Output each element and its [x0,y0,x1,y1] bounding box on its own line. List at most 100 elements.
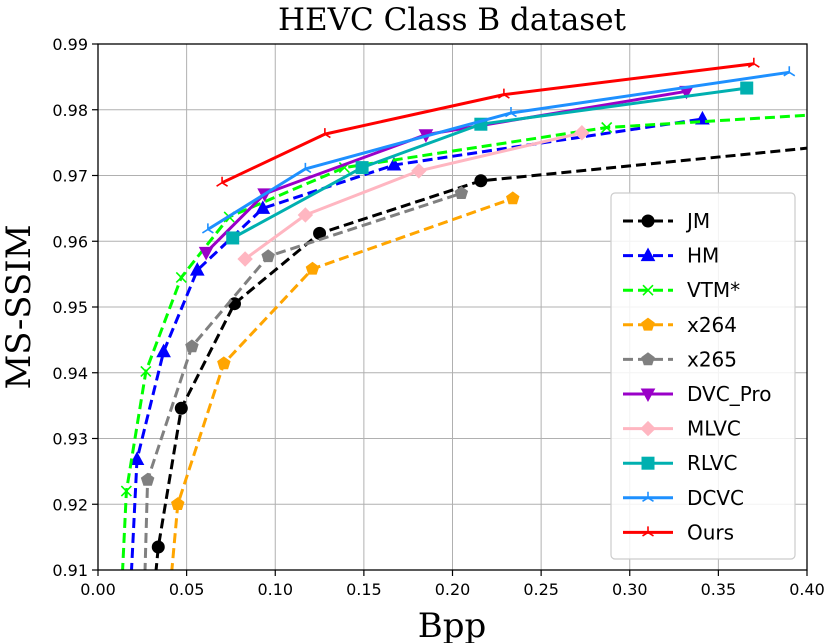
legend-item-x264: x264 [623,313,737,337]
legend-marker [642,284,654,296]
y-tick-label: 0.95 [52,298,88,317]
legend-marker [642,526,654,537]
data-point-dcvc [201,223,214,234]
legend-box [610,192,796,560]
data-point-hm [386,156,402,171]
data-point-jm [151,540,165,554]
legend-label: DVC_Pro [687,382,771,406]
legend-marker [640,420,656,437]
x-tick-label: 0.20 [435,580,471,599]
x-axis-label: Bpp [418,606,487,643]
legend-item-hm: HM [623,244,719,268]
y-tick-label: 0.96 [52,232,88,251]
data-point-dcvc [783,66,796,77]
data-point-rlvc [740,81,754,95]
legend-label: RLVC [687,451,738,475]
data-point-rlvc [226,231,240,245]
ticks: 0.00 0.05 0.10 0.15 0.20 0.25 0.30 0.35 0.40 0.91… [52,35,824,599]
x-tick-label: 0.05 [169,580,205,599]
legend-label: VTM* [687,278,740,302]
legend-marker [641,214,655,228]
series-line-x264 [170,197,514,570]
legend-marker [641,352,655,366]
legend-label: x264 [687,313,737,337]
data-point-vtm [120,485,132,497]
x-tick-label: 0.30 [612,580,648,599]
data-point-x264 [217,356,231,370]
series-line-rlvc [231,86,747,240]
legend-item-rlvc: RLVC [623,451,738,475]
legend-item-dvc-pro: DVC_Pro [623,382,771,406]
series-x265 [140,186,469,570]
legend-marker [640,388,656,403]
legend-label: JM [685,209,710,233]
y-tick-label: 0.98 [52,101,88,120]
data-point-dcvc [505,107,517,118]
legend-marker [642,491,654,502]
data-point-ours [318,128,331,139]
legend-item-ours: Ours [623,520,734,544]
data-point-ours [747,57,760,68]
chart-title: HEVC Class B dataset [278,2,627,38]
data-point-vtm [140,365,152,378]
legend-label: DCVC [687,486,744,510]
series-x264 [170,191,520,570]
legend-label: Ours [687,520,734,544]
data-point-mlvc [574,125,590,141]
data-point-x265 [140,472,155,486]
x-tick-label: 0.35 [701,580,737,599]
y-tick-label: 0.91 [52,561,88,580]
series-line-dcvc [207,70,790,231]
data-point-hm [189,262,205,276]
legend-item-x265: x265 [623,347,737,371]
data-point-ours [216,176,229,187]
y-tick-label: 0.99 [52,35,88,54]
data-point-jm [174,401,188,415]
data-point-x264 [171,497,185,510]
series-dcvc [201,66,796,234]
legend-item-dcvc: DCVC [623,486,744,510]
data-point-vtm [175,271,187,283]
y-tick-label: 0.92 [52,495,88,514]
data-point-mlvc [237,251,253,267]
data-point-x265 [454,186,469,199]
data-point-ours [497,88,510,99]
series-mlvc [237,125,590,267]
data-point-x264 [506,191,520,205]
series-line-x265 [143,191,462,570]
x-tick-label: 0.40 [789,580,825,599]
legend-marker [640,247,656,262]
series-line-mlvc [244,131,583,261]
series-line-ours [221,62,754,185]
series-line-vtm [121,113,807,570]
data-point-x264 [305,261,320,275]
data-point-x265 [185,339,199,353]
legend-marker [641,317,655,331]
data-point-dcvc [299,162,312,174]
y-tick-label: 0.93 [52,430,88,449]
data-point-dvc-pro [198,246,214,261]
x-tick-label: 0.00 [80,580,116,599]
legend-item-mlvc: MLVC [623,417,741,441]
legend-label: MLVC [687,417,741,441]
y-tick-label: 0.94 [52,364,88,383]
plot-area [120,57,807,570]
data-point-mlvc [411,163,427,179]
x-tick-label: 0.10 [257,580,293,599]
x-tick-label: 0.25 [523,580,559,599]
x-tick-label: 0.15 [346,580,382,599]
data-point-hm [129,451,145,466]
data-point-mlvc [297,207,314,223]
y-axis-label: MS-SSIM [0,224,39,389]
legend-label: x265 [687,347,737,371]
legend: JM HM VTM* x264 x265 DVC_Pro MLVC RLVC DCVC Ours [610,192,796,560]
data-point-hm [156,343,171,358]
data-point-vtm [601,121,613,134]
legend-item-vtm: VTM* [623,278,740,302]
data-point-jm [474,174,488,188]
legend-item-jm: JM [623,209,710,233]
data-point-hm [255,200,271,214]
series-ours [216,57,760,187]
legend-label: HM [687,244,719,268]
